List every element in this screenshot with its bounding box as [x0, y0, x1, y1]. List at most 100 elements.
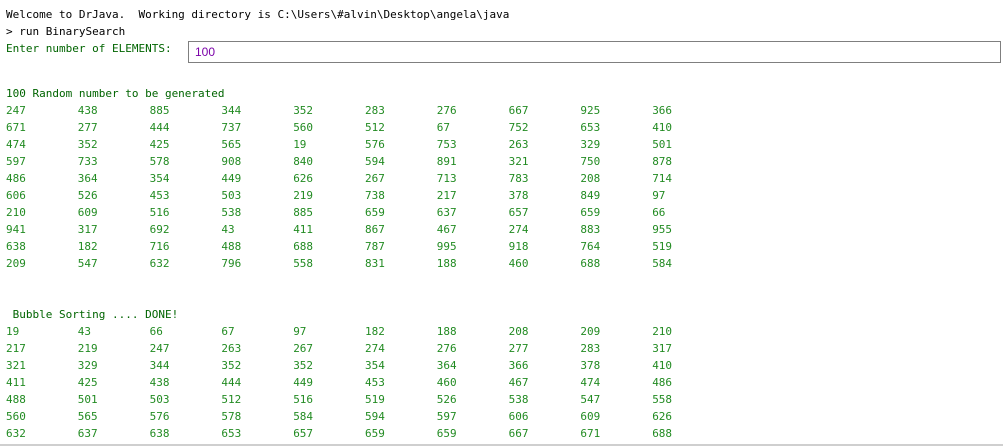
number-cell: 558	[293, 257, 314, 270]
number-cell: 565	[77, 410, 98, 423]
number-cell: 209	[6, 257, 26, 270]
number-cell: 352	[293, 104, 314, 117]
number-cell: 321	[508, 155, 529, 168]
number-cell: 411	[6, 376, 26, 389]
number-cell: 519	[652, 240, 673, 253]
number-cell: 716	[149, 240, 170, 253]
number-cell: 753	[436, 138, 457, 151]
number-cell: 637	[77, 427, 98, 440]
number-cell: 217	[6, 342, 26, 355]
number-cell: 97	[652, 189, 666, 202]
number-cell: 576	[365, 138, 385, 151]
number-cell: 526	[77, 189, 98, 202]
number-cell: 626	[652, 410, 673, 423]
number-cell: 19	[6, 325, 20, 338]
number-cell: 449	[293, 376, 314, 389]
number-cell: 538	[221, 206, 242, 219]
number-cell: 486	[652, 376, 673, 389]
number-cell: 263	[508, 138, 529, 151]
number-cell: 378	[580, 359, 601, 372]
number-cell: 783	[508, 172, 529, 185]
number-cell: 547	[77, 257, 98, 270]
number-cell: 366	[652, 104, 673, 117]
number-cell: 263	[221, 342, 242, 355]
number-cell: 182	[77, 240, 98, 253]
number-cell: 688	[580, 257, 601, 270]
number-cell: 659	[580, 206, 601, 219]
number-cell: 653	[580, 121, 601, 134]
number-cell: 638	[149, 427, 170, 440]
number-cell: 733	[77, 155, 98, 168]
number-cell: 584	[652, 257, 673, 270]
number-cell: 460	[436, 376, 457, 389]
number-cell: 352	[221, 359, 242, 372]
number-cell: 352	[77, 138, 98, 151]
number-cell: 594	[365, 155, 385, 168]
number-cell: 467	[436, 223, 457, 236]
number-cell: 411	[293, 223, 314, 236]
number-cell: 659	[365, 206, 385, 219]
number-cell: 609	[77, 206, 98, 219]
number-cell: 878	[652, 155, 673, 168]
number-cell: 752	[508, 121, 529, 134]
number-cell: 354	[365, 359, 385, 372]
number-cell: 274	[365, 342, 385, 355]
number-cell: 501	[652, 138, 673, 151]
number-cell: 267	[365, 172, 385, 185]
number-cell: 867	[365, 223, 385, 236]
number-cell: 908	[221, 155, 242, 168]
number-cell: 425	[77, 376, 98, 389]
number-cell: 657	[293, 427, 314, 440]
number-cell: 671	[6, 121, 26, 134]
number-cell: 444	[221, 376, 242, 389]
number-cell: 283	[580, 342, 601, 355]
number-cell: 659	[365, 427, 385, 440]
number-cell: 378	[508, 189, 529, 202]
number-cell: 453	[149, 189, 170, 202]
number-cell: 606	[6, 189, 26, 202]
number-cell: 714	[652, 172, 673, 185]
number-cell: 438	[149, 376, 170, 389]
number-cell: 516	[293, 393, 314, 406]
number-cell: 671	[580, 427, 601, 440]
number-cell: 692	[149, 223, 170, 236]
number-cell: 219	[77, 342, 98, 355]
number-cell: 638	[6, 240, 26, 253]
number-cell: 474	[6, 138, 26, 151]
number-cell: 267	[293, 342, 314, 355]
number-cell: 67	[221, 325, 235, 338]
number-cell: 274	[508, 223, 529, 236]
number-cell: 474	[580, 376, 601, 389]
number-cell: 67	[436, 121, 451, 134]
number-cell: 637	[436, 206, 457, 219]
number-cell: 750	[580, 155, 601, 168]
number-cell: 659	[436, 427, 457, 440]
number-cell: 558	[652, 393, 673, 406]
number-cell: 578	[221, 410, 242, 423]
number-cell: 787	[365, 240, 385, 253]
number-cell: 444	[149, 121, 170, 134]
welcome-message: Welcome to DrJava. Working directory is …	[6, 8, 510, 21]
number-cell: 209	[580, 325, 601, 338]
number-cell: 321	[6, 359, 26, 372]
console-bottom-border	[0, 444, 1003, 446]
number-cell: 210	[6, 206, 26, 219]
number-cell: 208	[508, 325, 529, 338]
number-cell: 849	[580, 189, 601, 202]
number-cell: 576	[149, 410, 170, 423]
run-command-line: > run BinarySearch	[6, 25, 126, 38]
number-cell: 885	[149, 104, 170, 117]
number-cell: 66	[149, 325, 163, 338]
number-cell: 503	[221, 189, 242, 202]
number-cell: 488	[221, 240, 242, 253]
elements-input-field[interactable]: 100	[188, 41, 1001, 63]
number-cell: 438	[77, 104, 98, 117]
number-cell: 713	[436, 172, 457, 185]
input-prompt-label: Enter number of ELEMENTS:	[6, 42, 172, 55]
number-cell: 488	[6, 393, 26, 406]
number-cell: 653	[221, 427, 242, 440]
number-cell: 210	[652, 325, 673, 338]
number-cell: 188	[436, 325, 457, 338]
number-cell: 352	[293, 359, 314, 372]
